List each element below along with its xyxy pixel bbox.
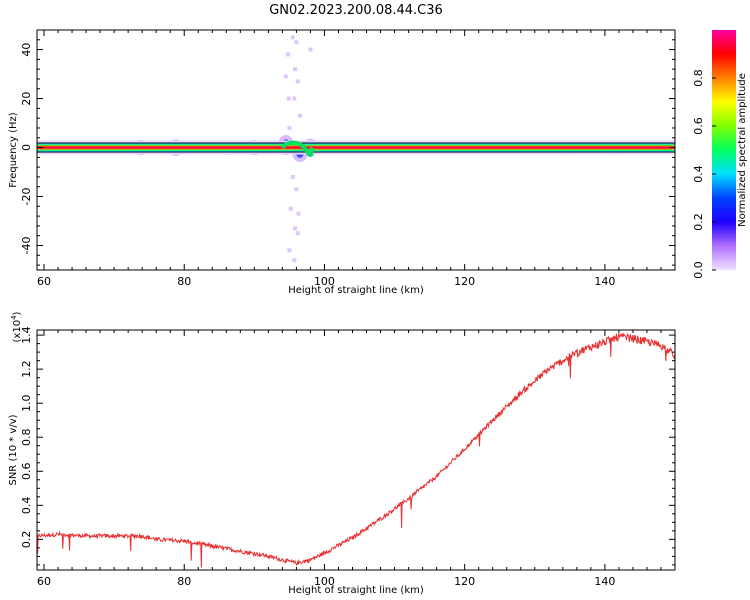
- y-tick-label: 0.8: [20, 428, 33, 446]
- spectrogram-y-axis-label: Frequency (Hz): [8, 112, 19, 188]
- colorbar-ticks: 0.0 0.2 0.4 0.6 0.8: [692, 69, 716, 279]
- spectrogram-frame: [36, 29, 676, 271]
- y-tick-label: 0.2: [20, 531, 33, 549]
- colorbar-gradient-bar: [712, 30, 736, 270]
- noise-point: [287, 125, 292, 130]
- y-tick-label: 40: [20, 43, 33, 57]
- noise-point: [294, 40, 299, 45]
- x-tick-label: 140: [594, 575, 615, 588]
- snr-frame: [36, 329, 676, 571]
- y-tick-label: 0.4: [20, 497, 33, 515]
- x-tick-label: 60: [37, 275, 51, 288]
- y-tick-label: 0.6: [20, 463, 33, 481]
- noise-point: [293, 67, 298, 72]
- x-tick-label: 100: [314, 575, 335, 588]
- noise-point: [283, 74, 288, 79]
- noise-point: [295, 231, 300, 236]
- spectrogram-x-axis-label: Height of straight line (km): [288, 285, 424, 296]
- noise-point: [295, 79, 300, 84]
- noise-point: [292, 96, 297, 101]
- y-tick-label: 1.4: [20, 326, 33, 344]
- x-tick-label: 80: [177, 575, 191, 588]
- colorbar-tick-label: 0.0: [692, 261, 705, 279]
- x-tick-label: 120: [454, 275, 475, 288]
- snr-multiplier: (x104): [10, 311, 23, 342]
- main-band-layer: [37, 146, 675, 149]
- colorbar: 0.0 0.2 0.4 0.6 0.8 Normalized spectral ampl…: [692, 30, 748, 279]
- x-tick-label: 140: [594, 275, 615, 288]
- noise-point: [290, 35, 295, 40]
- colorbar-tick-label: 0.8: [692, 69, 705, 87]
- noise-point: [297, 113, 302, 118]
- snr-x-axis-label: Height of straight line (km): [288, 585, 424, 596]
- noise-point: [292, 258, 297, 263]
- y-tick-label: -40: [20, 237, 33, 255]
- noise-point: [290, 174, 295, 179]
- spectrogram-panel: 60 80 100 120 140 -40 -20 0 20 40 Height of strai…: [8, 29, 676, 296]
- noise-point: [294, 187, 299, 192]
- noise-point: [296, 211, 301, 216]
- y-tick-label: 1.2: [20, 360, 33, 378]
- colorbar-tick-label: 0.4: [692, 165, 705, 183]
- snr-panel: 60 80 100 120 140 0.2 0.4 0.6 0.8 1.0 1.2 1.4 Heigh…: [8, 311, 676, 596]
- figure-title: GN02.2023.200.08.44.C36: [269, 3, 443, 18]
- noise-point: [293, 226, 298, 231]
- noise-point: [308, 47, 313, 52]
- noise-point: [287, 248, 292, 253]
- x-tick-label: 60: [37, 575, 51, 588]
- noise-point: [288, 206, 293, 211]
- spectrogram-plot-area: [37, 30, 675, 270]
- snr-ticks: 60 80 100 120 140 0.2 0.4 0.6 0.8 1.0 1.2 1.4: [20, 326, 676, 588]
- snr-plot-area: [37, 332, 675, 568]
- snr-series-line: [37, 332, 675, 568]
- snr-y-axis-label: SNR (10 * v/v): [8, 414, 19, 485]
- noise-point: [285, 52, 290, 57]
- y-tick-label: -20: [20, 188, 33, 206]
- x-tick-label: 100: [314, 275, 335, 288]
- spectrogram-ticks: 60 80 100 120 140 -40 -20 0 20 40: [20, 29, 676, 288]
- x-tick-label: 80: [177, 275, 191, 288]
- x-tick-label: 120: [454, 575, 475, 588]
- band-distortion: [280, 140, 315, 158]
- y-tick-label: 20: [20, 92, 33, 106]
- colorbar-tick-label: 0.6: [692, 117, 705, 135]
- y-tick-label: 1.0: [20, 394, 33, 412]
- colorbar-tick-label: 0.2: [692, 213, 705, 231]
- noise-point: [286, 96, 291, 101]
- colorbar-label: Normalized spectral amplitude: [737, 73, 748, 227]
- y-tick-label: 0: [20, 144, 33, 151]
